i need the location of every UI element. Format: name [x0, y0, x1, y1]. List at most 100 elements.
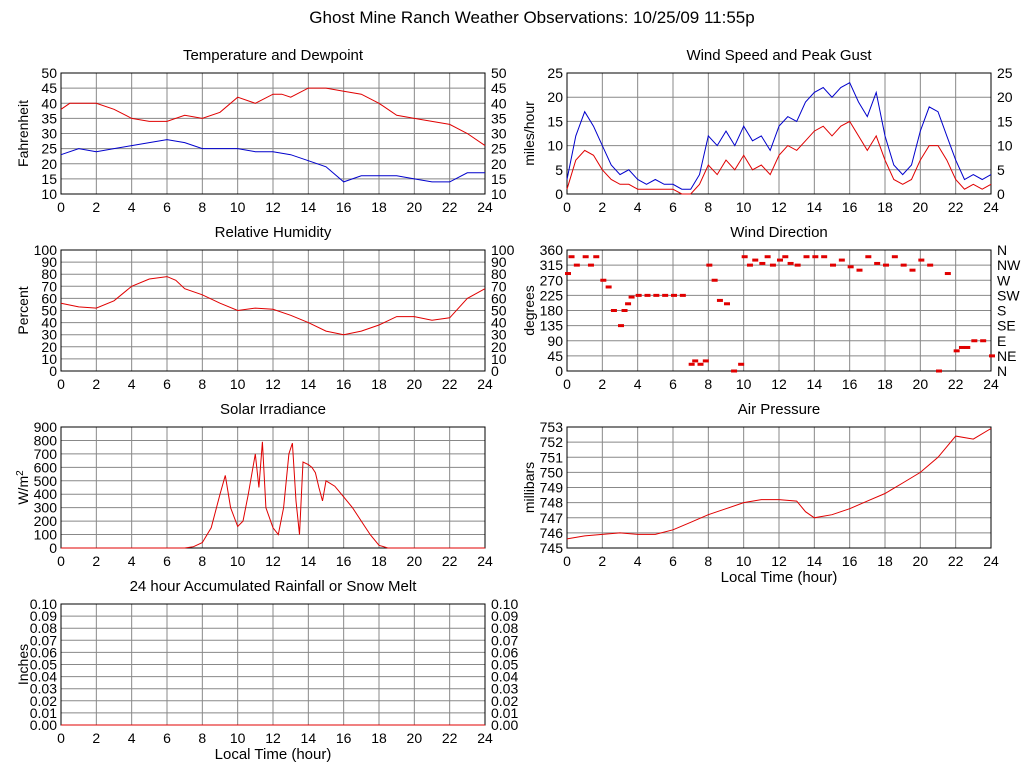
- x-tick-label: 4: [128, 730, 136, 746]
- x-tick-label: 16: [842, 199, 858, 215]
- y-tick-label-right: N: [997, 242, 1007, 258]
- y-tick-label-left: 10: [547, 138, 563, 154]
- data-point: [671, 293, 677, 297]
- y-tick-label-left: 315: [540, 257, 564, 273]
- y-tick-label-right: 10: [491, 186, 507, 202]
- x-tick-label: 4: [634, 376, 642, 392]
- x-tick-label: 16: [842, 376, 858, 392]
- data-point: [830, 263, 836, 267]
- y-tick-label-left: 600: [34, 459, 58, 475]
- data-point: [803, 255, 810, 259]
- y-tick-label-left: 0.10: [30, 596, 57, 612]
- y-tick-label-left: 20: [547, 89, 563, 105]
- y-tick-label-right: W: [997, 272, 1011, 288]
- data-point: [777, 258, 783, 262]
- y-axis-label: Inches: [15, 644, 31, 685]
- data-point: [731, 369, 738, 373]
- x-tick-label: 14: [301, 199, 317, 215]
- x-tick-label: 8: [704, 199, 712, 215]
- chart-title: Air Pressure: [738, 401, 821, 418]
- x-tick-label: 24: [983, 376, 999, 392]
- y-tick-label-left: 135: [540, 318, 564, 334]
- data-point: [787, 261, 794, 265]
- data-point: [688, 362, 695, 366]
- y-tick-label-left: 751: [540, 449, 564, 465]
- x-tick-label: 18: [877, 376, 893, 392]
- x-tick-label: 4: [128, 376, 136, 392]
- data-point: [679, 293, 686, 297]
- data-point: [918, 258, 925, 262]
- x-tick-label: 22: [948, 376, 964, 392]
- y-tick-label-right: 40: [491, 315, 507, 331]
- y-tick-label-right: 45: [491, 80, 507, 96]
- x-tick-label: 12: [265, 730, 281, 746]
- y-tick-label-right: 25: [997, 65, 1013, 81]
- x-tick-label: 6: [669, 376, 677, 392]
- x-tick-label: 20: [407, 199, 423, 215]
- x-tick-label: 6: [163, 376, 171, 392]
- data-point: [697, 362, 704, 366]
- data-point: [702, 359, 709, 363]
- x-tick-label: 2: [92, 730, 100, 746]
- plot-frame: [566, 426, 992, 549]
- x-tick-label: 24: [477, 199, 493, 215]
- y-tick-label-left: 40: [41, 95, 57, 111]
- data-point: [738, 362, 745, 366]
- chart-title: Relative Humidity: [215, 224, 332, 241]
- y-tick-label-right: 60: [491, 290, 507, 306]
- x-tick-label: 8: [704, 376, 712, 392]
- y-axis-label: miles/hour: [521, 101, 537, 166]
- x-tick-label: 14: [807, 553, 823, 569]
- x-tick-label: 12: [265, 376, 281, 392]
- data-point: [724, 302, 730, 306]
- x-tick-label: 24: [983, 199, 999, 215]
- y-tick-label-left: 0.08: [30, 620, 57, 636]
- x-tick-label: 8: [198, 553, 206, 569]
- x-tick-label: 6: [669, 199, 677, 215]
- x-tick-label: 12: [771, 376, 787, 392]
- x-tick-label: 18: [877, 199, 893, 215]
- x-tick-label: 24: [477, 553, 493, 569]
- x-tick-label: 22: [442, 553, 458, 569]
- data-point: [764, 255, 771, 259]
- x-tick-label: 12: [265, 199, 281, 215]
- chart-title: Wind Speed and Peak Gust: [686, 47, 872, 64]
- data-point: [653, 293, 660, 297]
- y-tick-label-left: 746: [540, 525, 564, 541]
- x-tick-label: 24: [477, 730, 493, 746]
- y-tick-label-left: 360: [540, 242, 564, 258]
- y-tick-label-right: 5: [997, 162, 1005, 178]
- y-tick-label-right: 0.08: [491, 620, 518, 636]
- y-axis-label: Percent: [15, 286, 31, 334]
- y-tick-label-right: 20: [491, 156, 507, 172]
- y-tick-label-right: 0.09: [491, 608, 518, 624]
- y-tick-label-left: 25: [41, 141, 57, 157]
- y-tick-label-left: 200: [34, 513, 58, 529]
- y-tick-label-left: 225: [540, 287, 564, 303]
- data-point: [628, 295, 635, 299]
- x-tick-label: 12: [771, 199, 787, 215]
- data-point: [741, 255, 748, 259]
- x-tick-label: 0: [57, 376, 65, 392]
- chart-title: 24 hour Accumulated Rainfall or Snow Mel…: [130, 578, 418, 595]
- x-axis-label: Local Time (hour): [721, 569, 838, 586]
- x-tick-label: 6: [163, 199, 171, 215]
- y-tick-label-left: 30: [41, 126, 57, 142]
- y-tick-label-left: 747: [540, 510, 564, 526]
- x-tick-label: 2: [598, 376, 606, 392]
- x-tick-label: 18: [371, 553, 387, 569]
- y-tick-label-right: 35: [491, 110, 507, 126]
- x-tick-label: 24: [477, 376, 493, 392]
- x-tick-label: 14: [807, 199, 823, 215]
- x-tick-label: 14: [807, 376, 823, 392]
- x-tick-label: 16: [336, 199, 352, 215]
- x-tick-label: 14: [301, 553, 317, 569]
- x-tick-label: 12: [771, 553, 787, 569]
- data-point: [953, 349, 960, 353]
- series-line-blue: [60, 139, 485, 183]
- data-point: [812, 255, 819, 259]
- chart-title: Solar Irradiance: [220, 401, 326, 418]
- x-tick-label: 16: [336, 730, 352, 746]
